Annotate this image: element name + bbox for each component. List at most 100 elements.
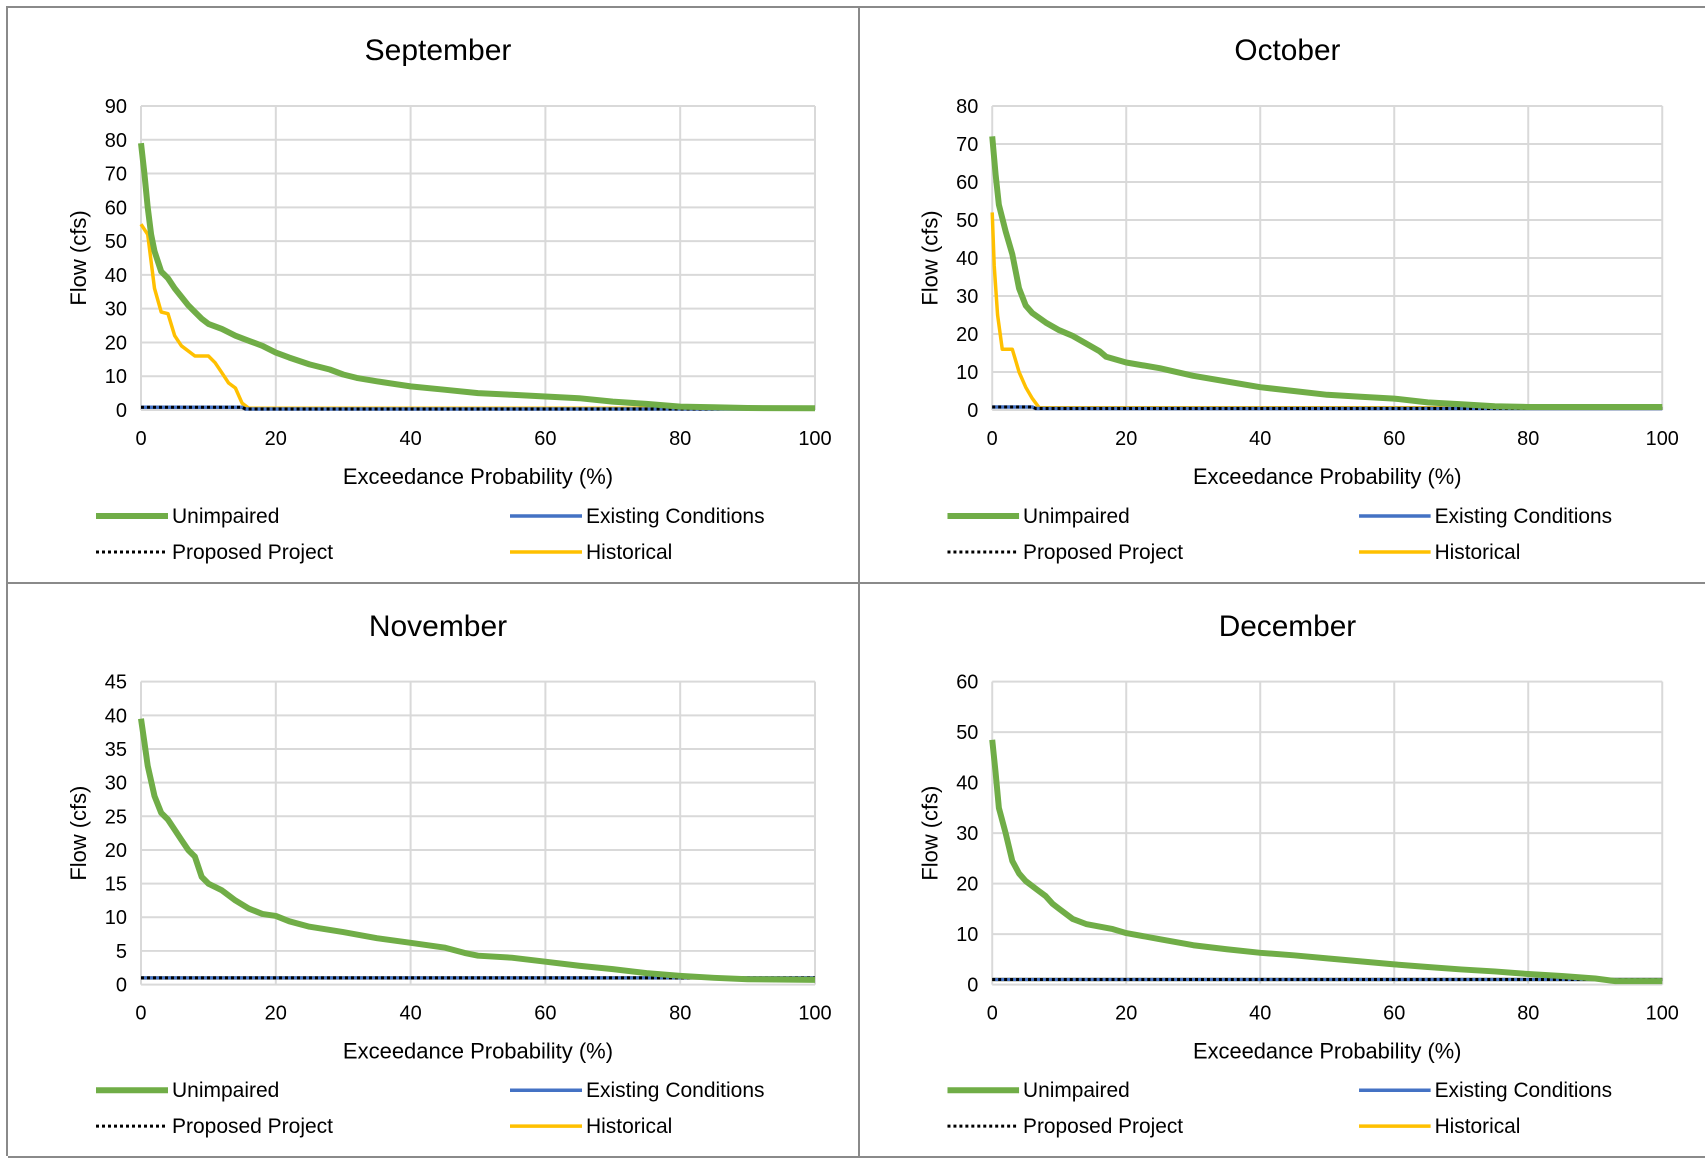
y-tick-label: 0 <box>967 975 978 997</box>
y-tick-label: 90 <box>105 96 127 118</box>
legend-label: Historical <box>1435 541 1521 564</box>
chart-title: December <box>1219 610 1357 643</box>
x-tick-label: 0 <box>135 1003 146 1025</box>
legend-label: Historical <box>586 1115 672 1138</box>
series-line-historical <box>990 212 1663 410</box>
y-tick-label: 50 <box>956 210 978 232</box>
y-tick-label: 60 <box>956 672 978 694</box>
x-axis-label: Exceedance Probability (%) <box>1193 1038 1461 1063</box>
y-tick-label: 40 <box>105 705 127 727</box>
series-line-unimpaired <box>138 142 816 412</box>
y-tick-label: 20 <box>956 324 978 346</box>
y-tick-label: 30 <box>105 773 127 795</box>
chart-title: November <box>369 610 507 643</box>
legend-label: Existing Conditions <box>1435 1079 1612 1102</box>
y-tick-label: 20 <box>105 840 127 862</box>
y-tick-label: 10 <box>105 366 127 388</box>
x-tick-label: 40 <box>1249 1002 1271 1024</box>
x-axis-label: Exceedance Probability (%) <box>343 1038 613 1063</box>
x-tick-label: 40 <box>1249 428 1271 450</box>
chart-panel-october: October 0 10 20 30 40 50 60 70 80 0 20 40 60 80 100 Exce… <box>860 8 1705 584</box>
y-axis-label: Flow (cfs) <box>66 786 91 881</box>
legend-label: Unimpaired <box>1023 1079 1130 1102</box>
y-tick-label: 60 <box>956 172 978 194</box>
chart-panel-december: December 0 10 20 30 40 50 60 0 20 40 60 80 100 Exceeda… <box>860 584 1705 1158</box>
y-axis-label: Flow (cfs) <box>918 210 943 305</box>
y-tick-label: 60 <box>105 197 127 219</box>
x-tick-label: 20 <box>265 428 287 450</box>
y-tick-label: 45 <box>105 672 127 694</box>
legend-label: Unimpaired <box>1023 505 1130 528</box>
x-tick-label: 80 <box>669 428 691 450</box>
x-tick-label: 0 <box>987 1002 998 1024</box>
x-tick-label: 100 <box>798 1003 831 1025</box>
y-tick-label: 50 <box>956 722 978 744</box>
y-tick-label: 40 <box>105 265 127 287</box>
x-tick-label: 60 <box>534 1003 556 1025</box>
x-tick-label: 40 <box>399 428 421 450</box>
legend-label: Proposed Project <box>1023 1115 1183 1138</box>
chart-title: September <box>365 34 512 67</box>
x-tick-label: 40 <box>399 1003 421 1025</box>
y-tick-label: 0 <box>116 400 127 422</box>
y-tick-label: 25 <box>105 806 127 828</box>
x-tick-label: 100 <box>1646 1002 1679 1024</box>
legend-label: Existing Conditions <box>586 1079 765 1102</box>
x-tick-label: 0 <box>987 428 998 450</box>
y-tick-label: 30 <box>105 299 127 321</box>
legend-label: Proposed Project <box>172 1115 333 1138</box>
legend-label: Historical <box>1435 1115 1521 1138</box>
y-tick-label: 40 <box>956 248 978 270</box>
y-axis-label: Flow (cfs) <box>918 786 943 881</box>
y-tick-label: 20 <box>105 332 127 354</box>
y-tick-label: 5 <box>116 941 127 963</box>
y-tick-label: 30 <box>956 823 978 845</box>
chart-svg: September 0 10 20 30 40 50 60 70 80 90 0 20 40 60 80 100… <box>66 34 832 564</box>
x-tick-label: 60 <box>1383 1002 1405 1024</box>
chart-svg: November 0 5 10 15 20 25 30 35 40 45 0 20 40 60 80 100 Ex… <box>66 610 832 1138</box>
x-tick-label: 20 <box>1115 1002 1137 1024</box>
x-tick-label: 60 <box>534 428 556 450</box>
series-line-historical <box>139 223 815 411</box>
y-tick-label: 10 <box>956 924 978 946</box>
legend-label: Existing Conditions <box>1435 505 1612 528</box>
series-line-proposed-project <box>992 405 1663 410</box>
y-tick-label: 80 <box>956 96 978 118</box>
chart-title: October <box>1234 34 1340 67</box>
x-tick-label: 20 <box>265 1003 287 1025</box>
x-axis-label: Exceedance Probability (%) <box>343 464 613 489</box>
chart-panel-november: November 0 5 10 15 20 25 30 35 40 45 0 20 40 60 80 100 Ex… <box>8 584 860 1158</box>
series-line-proposed-project <box>141 405 815 411</box>
x-tick-label: 80 <box>1517 1002 1539 1024</box>
y-tick-label: 70 <box>956 134 978 156</box>
legend-label: Historical <box>586 541 672 564</box>
chart-svg: October 0 10 20 30 40 50 60 70 80 0 20 40 60 80 100 Exce… <box>918 34 1679 564</box>
x-tick-label: 80 <box>669 1003 691 1025</box>
y-tick-label: 0 <box>116 975 127 997</box>
y-tick-label: 20 <box>956 874 978 896</box>
y-tick-label: 0 <box>967 400 978 422</box>
legend-label: Proposed Project <box>1023 541 1183 564</box>
legend-label: Existing Conditions <box>586 505 765 528</box>
series-line-unimpaired <box>989 739 1663 985</box>
y-axis-label: Flow (cfs) <box>66 210 91 305</box>
y-tick-label: 10 <box>956 362 978 384</box>
legend-label: Proposed Project <box>172 541 333 564</box>
legend-label: Unimpaired <box>172 1079 279 1102</box>
y-tick-label: 15 <box>105 874 127 896</box>
x-tick-label: 60 <box>1383 428 1405 450</box>
series-line-unimpaired <box>989 136 1663 410</box>
y-tick-label: 40 <box>956 773 978 795</box>
y-tick-label: 35 <box>105 739 127 761</box>
series-line-unimpaired <box>138 718 816 983</box>
legend-label: Unimpaired <box>172 505 279 528</box>
x-tick-label: 100 <box>798 428 831 450</box>
y-tick-label: 50 <box>105 231 127 253</box>
chart-grid: September 0 10 20 30 40 50 60 70 80 90 0 20 40 60 80 100… <box>6 6 1705 1158</box>
y-tick-label: 70 <box>105 164 127 186</box>
x-tick-label: 80 <box>1517 428 1539 450</box>
x-tick-label: 0 <box>135 428 146 450</box>
y-tick-label: 30 <box>956 286 978 308</box>
chart-svg: December 0 10 20 30 40 50 60 0 20 40 60 80 100 Exceeda… <box>918 610 1679 1138</box>
